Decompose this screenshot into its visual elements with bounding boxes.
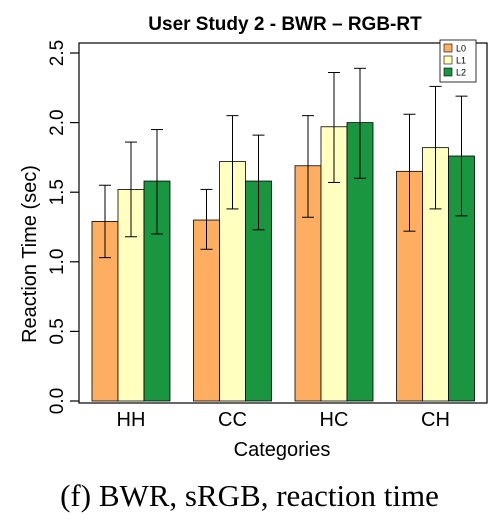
- chart-title: User Study 2 - BWR – RGB-RT: [148, 14, 422, 35]
- plot-area: 0.0 0.5 1.0 1.5 2.0 2.5 HH CC HC CH: [47, 40, 488, 431]
- x-tick-label: CC: [218, 409, 247, 431]
- x-tick-label: HH: [117, 409, 146, 431]
- y-tick-label: 0.5: [47, 318, 68, 344]
- x-tick-label: HC: [320, 409, 349, 431]
- legend-label-l0: L0: [456, 44, 466, 54]
- legend: L0 L1 L2: [439, 39, 477, 83]
- legend-label-l2: L2: [456, 68, 466, 78]
- y-tick-label: 0.0: [47, 388, 68, 414]
- reaction-time-bar-chart: User Study 2 - BWR – RGB-RT Reaction Tim…: [19, 14, 488, 461]
- y-tick-label: 1.0: [47, 249, 68, 275]
- bar-l0-cc: [193, 219, 220, 402]
- legend-swatch-l2: [443, 67, 453, 77]
- plot-frame: [78, 42, 488, 404]
- y-tick-label: 1.5: [47, 179, 68, 205]
- figure-caption: (f) BWR, sRGB, reaction time: [60, 478, 439, 513]
- legend-label-l1: L1: [456, 56, 466, 66]
- y-axis-label: Reaction Time (sec): [19, 165, 41, 343]
- y-tick-label: 2.5: [47, 40, 68, 66]
- y-tick-label: 2.0: [47, 109, 68, 135]
- x-tick-label: CH: [421, 409, 450, 431]
- legend-swatch-l1: [443, 55, 453, 65]
- x-axis-label: Categories: [234, 439, 331, 461]
- legend-swatch-l0: [443, 43, 453, 53]
